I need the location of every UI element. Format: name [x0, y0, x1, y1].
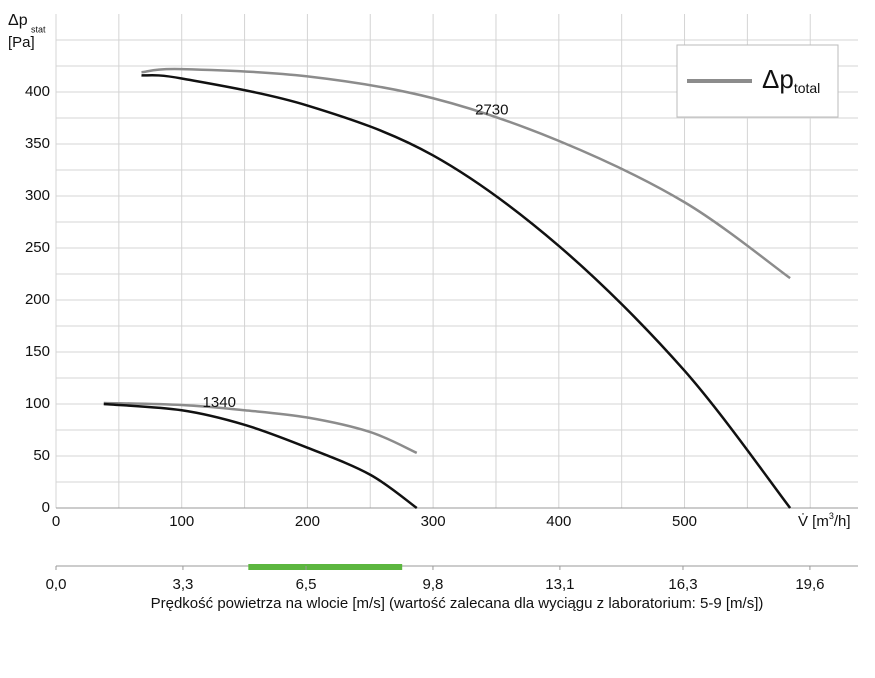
- velocity-tick-label: 0,0: [46, 576, 67, 593]
- x-tick-label: 300: [421, 513, 446, 530]
- total-curve: [141, 67, 791, 280]
- velocity-title: Prędkość powietrza na wlocie [m/s] (wart…: [151, 595, 764, 612]
- curve-label: 2730: [475, 101, 508, 118]
- y-tick-label: 300: [25, 187, 50, 204]
- y-label: Δp: [8, 12, 28, 29]
- legend-sub: total: [794, 80, 820, 96]
- y-tick-label: 150: [25, 343, 50, 360]
- x-label-part: 3: [829, 511, 834, 521]
- y-tick-label: 0: [42, 499, 50, 516]
- velocity-tick-label: 3,3: [173, 576, 194, 593]
- y-tick-label: 350: [25, 135, 50, 152]
- y-tick-label: 250: [25, 239, 50, 256]
- x-label-part: /h]: [834, 513, 851, 530]
- velocity-tick-label: 6,5: [296, 576, 317, 593]
- x-tick-label: 100: [169, 513, 194, 530]
- y-label-sub: stat: [31, 24, 46, 34]
- x-tick-label: 400: [546, 513, 571, 530]
- velocity-tick-label: 16,3: [668, 576, 697, 593]
- legend-label: Δptotal: [762, 64, 820, 96]
- x-label-part: V̇ [m: [798, 513, 829, 530]
- velocity-tick-label: 13,1: [545, 576, 574, 593]
- legend-main: Δp: [762, 64, 794, 94]
- y-tick-label: 400: [25, 83, 50, 100]
- curve-label: 1340: [203, 394, 236, 411]
- y-tick-label: 100: [25, 395, 50, 412]
- y-tick-label: 50: [33, 447, 50, 464]
- x-label: V̇ [m3/h]: [798, 511, 851, 530]
- x-tick-label: 500: [672, 513, 697, 530]
- velocity-tick-label: 9,8: [423, 576, 444, 593]
- y-unit: [Pa]: [8, 34, 35, 51]
- static-curve: [103, 402, 418, 510]
- x-tick-label: 0: [52, 513, 60, 530]
- total-curve: [103, 401, 418, 455]
- velocity-tick-label: 19,6: [795, 576, 824, 593]
- y-tick-label: 200: [25, 291, 50, 308]
- x-tick-label: 200: [295, 513, 320, 530]
- static-curve: [141, 73, 792, 509]
